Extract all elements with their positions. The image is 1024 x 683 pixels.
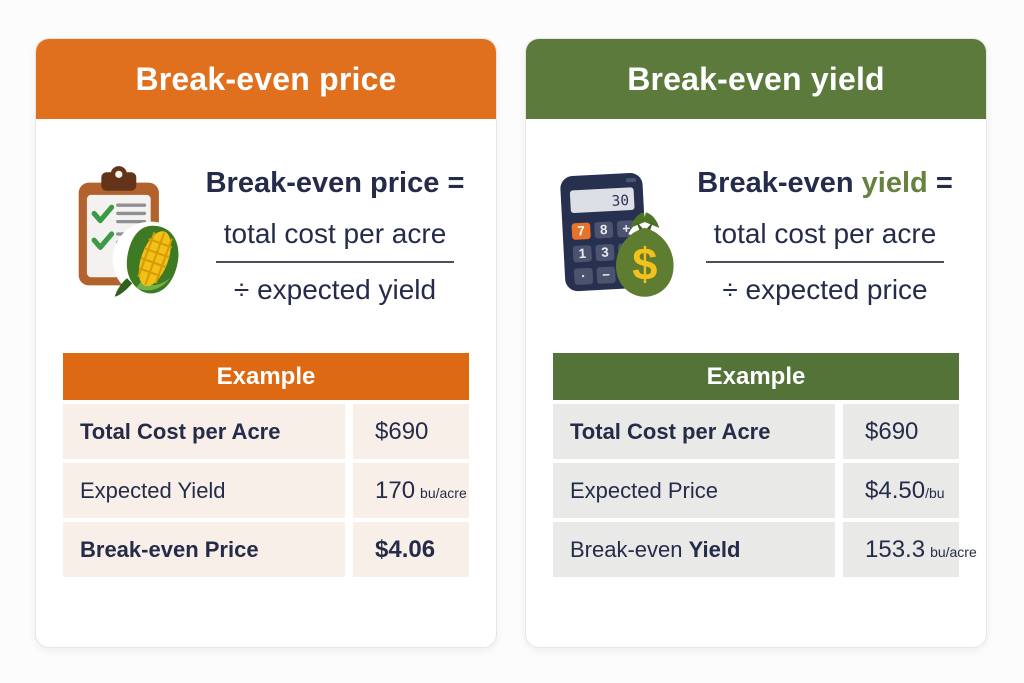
row-value: $690: [843, 404, 959, 459]
formula-numerator: total cost per acre: [215, 218, 455, 263]
formula-equation: Break-even price = total cost per acre ÷…: [188, 167, 482, 306]
row-unit: bu/acre: [930, 543, 977, 560]
formula-lhs: Break-even price =: [205, 166, 465, 199]
svg-text:$: $: [632, 238, 657, 289]
svg-text:+: +: [622, 220, 631, 235]
row-label: Break-even Price: [63, 522, 345, 577]
svg-text:·: ·: [581, 268, 586, 283]
card-title: Break-even price: [135, 60, 397, 97]
row-value: $4.50/bu: [843, 463, 959, 518]
formula-keyword: yield: [861, 166, 928, 199]
formula-equation: Break-even yield = total cost per acre ÷…: [678, 167, 972, 306]
money-bag-icon: $: [616, 211, 674, 297]
table-row: Total Cost per Acre $690: [63, 404, 469, 459]
card-title-bar: Break-even price: [36, 39, 496, 119]
table-row: Expected Yield 170 bu/acre: [63, 463, 469, 518]
example-table-header: Example: [553, 353, 959, 400]
table-row: Break-even Price $4.06: [63, 522, 469, 577]
table-row: Expected Price $4.50/bu: [553, 463, 959, 518]
row-label: Total Cost per Acre: [553, 404, 835, 459]
svg-text:7: 7: [577, 223, 585, 238]
formula-section: Break-even price = total cost per acre ÷…: [36, 119, 496, 353]
example-table: Example Total Cost per Acre $690 Expected …: [63, 353, 469, 577]
card-break-even-price: Break-even price: [35, 38, 497, 648]
table-row: Total Cost per Acre $690: [553, 404, 959, 459]
row-value: 170 bu/acre: [353, 463, 469, 518]
row-label: Expected Price: [553, 463, 835, 518]
example-table-header: Example: [63, 353, 469, 400]
row-value: 153.3 bu/acre: [843, 522, 977, 577]
card-title: Break-even yield: [627, 60, 885, 97]
row-unit: /bu: [925, 484, 945, 501]
row-label: Expected Yield: [63, 463, 345, 518]
table-row: Break-even Yield 153.3 bu/acre: [553, 522, 977, 577]
svg-text:1: 1: [578, 245, 587, 260]
svg-text:−: −: [602, 267, 611, 282]
corn-icon: [112, 221, 189, 298]
formula-section: 30 7 8 + 1 3 · −: [526, 119, 986, 353]
row-value: $4.06: [353, 522, 469, 577]
card-break-even-yield: Break-even yield 30 7 8 + 1 3: [525, 38, 987, 648]
row-label: Break-even Yield: [553, 522, 835, 577]
calculator-moneybag-icon: 30 7 8 + 1 3 · −: [554, 162, 678, 311]
formula-keyword: price: [370, 166, 440, 199]
formula-lhs: Break-even yield =: [697, 166, 953, 199]
row-value: $690: [353, 404, 469, 459]
example-table: Example Total Cost per Acre $690 Expected …: [553, 353, 977, 577]
svg-text:8: 8: [600, 221, 609, 236]
formula-denominator: ÷ expected yield: [233, 273, 437, 305]
row-unit: bu/acre: [420, 484, 467, 501]
card-title-bar: Break-even yield: [526, 39, 986, 119]
clipboard-corn-icon: [64, 162, 189, 311]
svg-text:3: 3: [601, 244, 609, 259]
svg-text:30: 30: [611, 192, 629, 209]
formula-numerator: total cost per acre: [705, 218, 945, 263]
formula-denominator: ÷ expected price: [722, 273, 928, 305]
row-label: Total Cost per Acre: [63, 404, 345, 459]
